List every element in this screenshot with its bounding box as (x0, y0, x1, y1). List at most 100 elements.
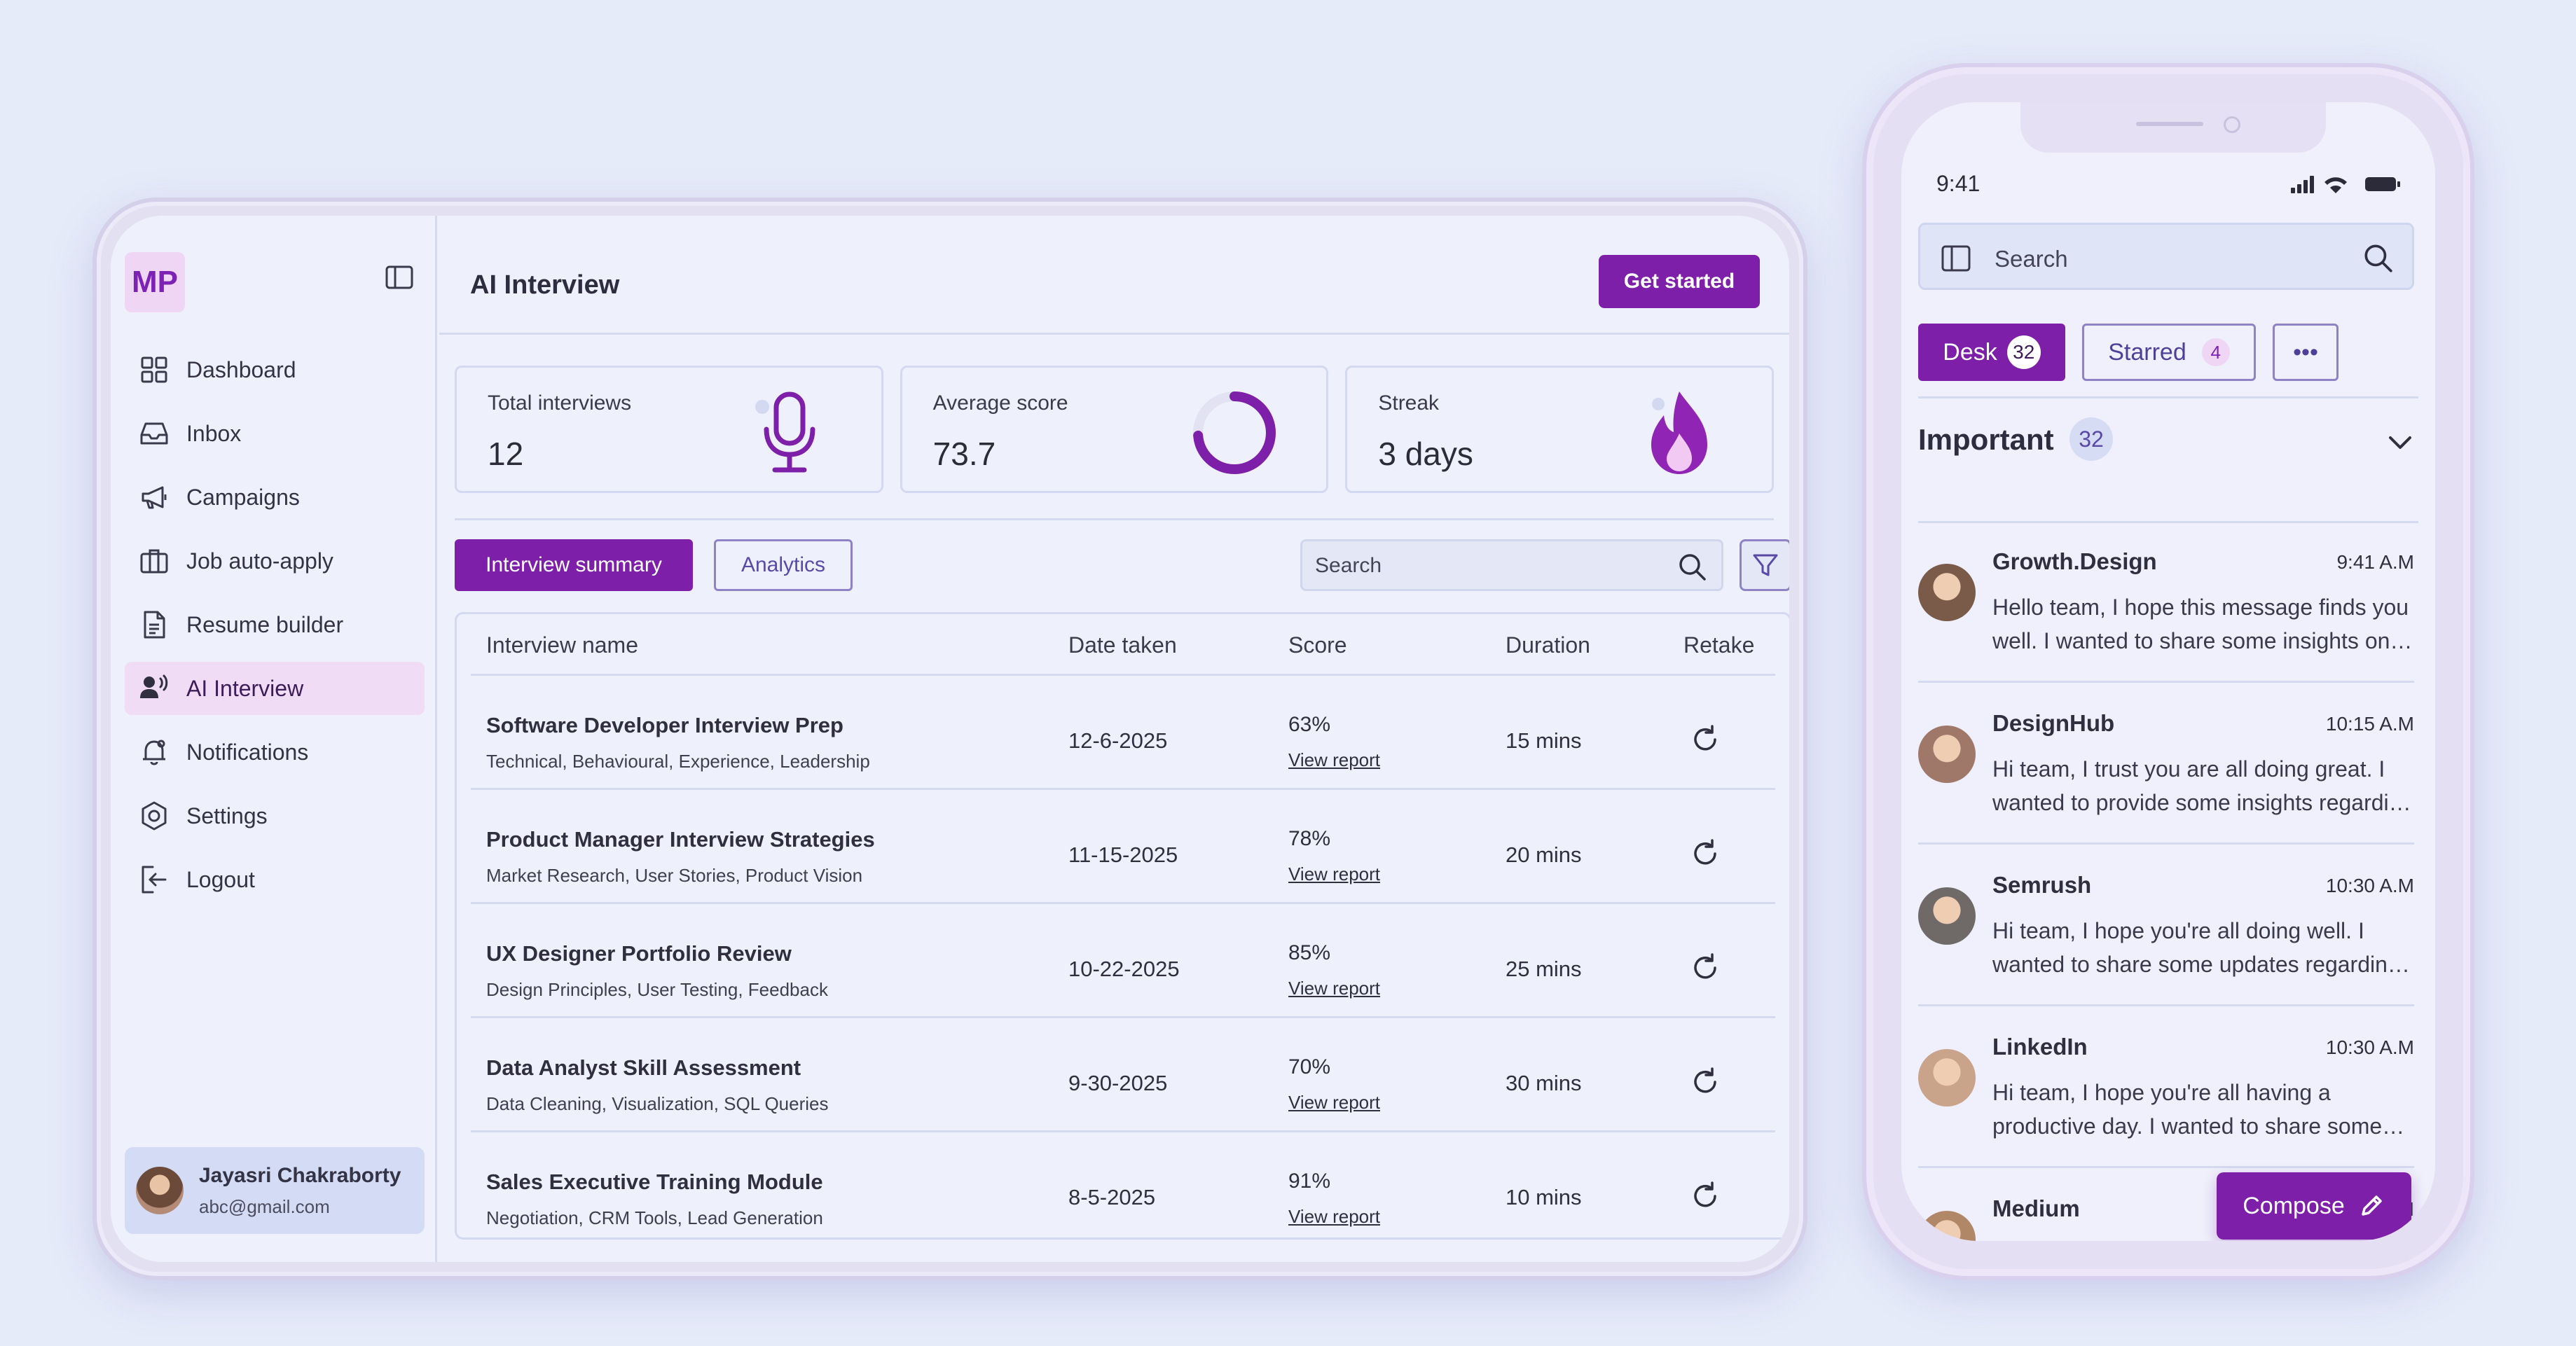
sidebar-item-inbox[interactable]: Inbox (125, 407, 425, 460)
search-input[interactable] (1995, 242, 2345, 277)
date-taken: 12-6-2025 (1068, 728, 1167, 754)
message-item[interactable]: LinkedIn 10:30 A.M Hi team, I hope you're … (1918, 1008, 2414, 1168)
interview-name: Sales Executive Training Module (486, 1170, 823, 1195)
message-sender: Semrush (1992, 872, 2091, 899)
sidebar-item-label: Settings (186, 803, 268, 829)
stat-card-total-interviews: Total interviews 12 (455, 366, 883, 493)
filter-button[interactable] (1740, 539, 1789, 591)
interview-tags: Design Principles, User Testing, Feedbac… (486, 979, 828, 1001)
megaphone-icon (139, 482, 170, 513)
chip-label: Desk (1943, 339, 1997, 366)
retake-icon[interactable] (1688, 951, 1722, 985)
topbar: AI Interview Get started (439, 216, 1789, 335)
retake-icon[interactable] (1688, 837, 1722, 870)
divider (1918, 396, 2418, 398)
table-row: Data Analyst Skill Assessment Data Cleani… (471, 1020, 1775, 1132)
sidebar-item-logout[interactable]: Logout (125, 853, 425, 906)
get-started-button[interactable]: Get started (1599, 255, 1760, 308)
message-item[interactable]: Semrush 10:30 A.M Hi team, I hope you're a… (1918, 847, 2414, 1006)
main-content: AI Interview Get started Total interview… (439, 216, 1789, 1262)
message-item[interactable]: Growth.Design 9:41 A.M Hello team, I hope … (1918, 523, 2414, 683)
pencil-icon (2357, 1192, 2385, 1220)
message-preview: Hi team, I trust you are all doing great… (1992, 752, 2414, 819)
view-report-link[interactable]: View report (1288, 1092, 1380, 1113)
logout-icon (139, 864, 170, 895)
view-report-link[interactable]: View report (1288, 749, 1380, 771)
stat-card-streak: Streak 3 days (1345, 366, 1774, 493)
retake-icon[interactable] (1688, 1065, 1722, 1099)
compose-label: Compose (2243, 1193, 2345, 1220)
sidebar-item-ai-interview[interactable]: AI Interview (125, 662, 425, 715)
interview-tags: Market Research, User Stories, Product V… (486, 865, 862, 887)
speaker (2136, 122, 2203, 126)
phone-frame: 9:41 Desk 32 Starred 4 ••• (1862, 63, 2474, 1280)
chevron-down-icon[interactable] (2386, 429, 2414, 457)
sidebar-item-campaigns[interactable]: Campaigns (125, 471, 425, 524)
progress-ring-icon (1189, 387, 1280, 478)
sidebar-item-label: AI Interview (186, 676, 303, 702)
interview-tags: Data Cleaning, Visualization, SQL Querie… (486, 1093, 829, 1115)
message-time: 10:30 A.M (2326, 1036, 2414, 1059)
duration: 30 mins (1506, 1071, 1582, 1096)
sidebar-item-dashboard[interactable]: Dashboard (125, 343, 425, 396)
sidebar-item-label: Logout (186, 867, 255, 893)
tab-analytics[interactable]: Analytics (714, 539, 853, 591)
stat-label: Average score (933, 391, 1068, 415)
chip-label: Starred (2108, 339, 2186, 366)
score: 63% (1288, 713, 1330, 737)
inbox-icon (139, 418, 170, 449)
status-time: 9:41 (1936, 171, 1980, 197)
chip-desk[interactable]: Desk 32 (1918, 324, 2065, 381)
retake-icon[interactable] (1688, 723, 1722, 756)
sidebar-item-settings[interactable]: Settings (125, 789, 425, 842)
stats-row: Total interviews 12 Average score 73.7 (455, 366, 1774, 493)
avatar (1918, 726, 1976, 783)
search-icon[interactable] (2362, 242, 2394, 274)
sidebar-nav: Dashboard Inbox Campaigns Job auto-apply… (125, 343, 425, 917)
tab-interview-summary[interactable]: Interview summary (455, 539, 693, 591)
user-email: abc@gmail.com (199, 1196, 401, 1218)
duration: 15 mins (1506, 728, 1582, 754)
avatar (136, 1167, 184, 1214)
table-header: Interview name Date taken Score Duration… (471, 614, 1775, 676)
column-header: Interview name (486, 632, 638, 658)
interview-name: Data Analyst Skill Assessment (486, 1055, 801, 1081)
divider (455, 518, 1774, 520)
sidebar-toggle-icon[interactable] (1941, 244, 1971, 272)
compose-button[interactable]: Compose (2217, 1172, 2411, 1240)
message-item[interactable]: DesignHub 10:15 A.M Hi team, I trust you a… (1918, 685, 2414, 845)
notch (2020, 102, 2326, 153)
view-report-link[interactable]: View report (1288, 978, 1380, 999)
search-icon[interactable] (1676, 551, 1707, 582)
column-header: Score (1288, 632, 1347, 658)
search-input[interactable] (1315, 548, 1665, 583)
avatar (1918, 1049, 1976, 1106)
sidebar-item-job-auto-apply[interactable]: Job auto-apply (125, 534, 425, 588)
message-preview: Hello team, I hope this message finds yo… (1992, 590, 2414, 658)
sidebar-item-resume-builder[interactable]: Resume builder (125, 598, 425, 651)
table-row: Sales Executive Training Module Negotiati… (471, 1135, 1775, 1240)
score: 78% (1288, 827, 1330, 851)
phone-chips: Desk 32 Starred 4 ••• (1918, 324, 2339, 381)
stat-value: 3 days (1378, 435, 1473, 473)
interview-name: Product Manager Interview Strategies (486, 827, 875, 852)
column-header: Retake (1683, 632, 1754, 658)
duration: 10 mins (1506, 1185, 1582, 1210)
page-title: AI Interview (470, 270, 619, 300)
retake-icon[interactable] (1688, 1179, 1722, 1213)
more-button[interactable]: ••• (2273, 324, 2339, 381)
duration: 25 mins (1506, 957, 1582, 982)
view-report-link[interactable]: View report (1288, 1206, 1380, 1228)
date-taken: 8-5-2025 (1068, 1185, 1155, 1210)
view-report-link[interactable]: View report (1288, 863, 1380, 885)
sidebar-item-notifications[interactable]: Notifications (125, 726, 425, 779)
section-title: Important (1918, 423, 2054, 457)
interview-tags: Technical, Behavioural, Experience, Lead… (486, 751, 870, 772)
score: 85% (1288, 941, 1330, 965)
bell-icon (139, 737, 170, 768)
sidebar-toggle-icon[interactable] (385, 265, 413, 290)
user-card[interactable]: Jayasri Chakraborty abc@gmail.com (125, 1147, 425, 1234)
chip-starred[interactable]: Starred 4 (2082, 324, 2256, 381)
message-sender: Medium (1992, 1195, 2080, 1222)
avatar (1918, 564, 1976, 621)
